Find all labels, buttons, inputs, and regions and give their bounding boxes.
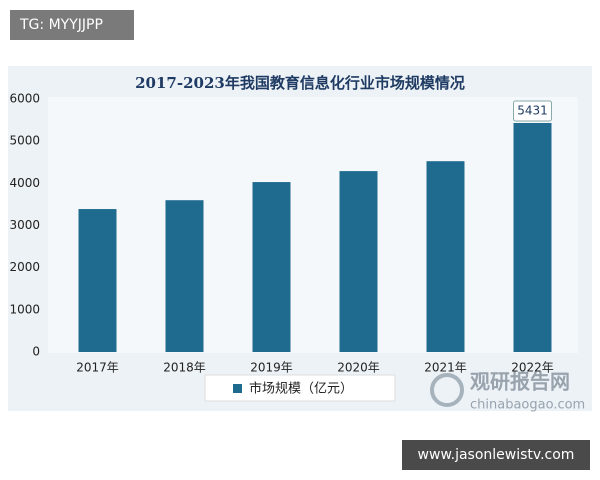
y-tick-label: 1000 <box>9 302 40 316</box>
bar <box>339 171 378 352</box>
bar <box>165 200 204 352</box>
chart-title: 2017-2023年我国教育信息化行业市场规模情况 <box>135 74 465 92</box>
value-label-box <box>513 100 552 122</box>
x-tick-label: 2020年 <box>337 361 380 375</box>
plot-area <box>48 97 578 353</box>
bar <box>78 209 117 352</box>
y-tick-label: 5000 <box>9 134 40 148</box>
x-tick-label: 2019年 <box>250 361 293 375</box>
logo-text: 观研报告网 <box>470 370 570 394</box>
logo: 观研报告网 chinabaogao.com <box>430 370 585 413</box>
logo-icon <box>430 373 464 407</box>
y-tick-label: 0 <box>32 345 40 359</box>
value-label: 5431 <box>517 103 548 117</box>
x-tick-label: 2021年 <box>424 361 467 375</box>
x-tick-label: 2018年 <box>163 361 206 375</box>
bar <box>513 122 552 353</box>
tag-box <box>10 10 134 40</box>
x-tick-label: 2022年 <box>511 361 554 375</box>
logo-url: chinabaogao.com <box>470 398 585 413</box>
site-text: www.jasonlewistv.com <box>418 447 575 463</box>
tag-text: TG: MYYJJPP <box>19 17 103 33</box>
site-box <box>402 440 590 470</box>
legend-label: 市场规模（亿元） <box>249 381 353 397</box>
y-tick-label: 4000 <box>9 176 40 190</box>
y-tick-label: 3000 <box>9 218 40 232</box>
y-tick-label: 6000 <box>9 92 40 106</box>
bar <box>252 182 291 352</box>
x-tick-label: 2017年 <box>76 361 119 375</box>
bar <box>426 161 465 352</box>
legend-swatch <box>233 384 242 393</box>
y-tick-label: 2000 <box>9 260 40 274</box>
